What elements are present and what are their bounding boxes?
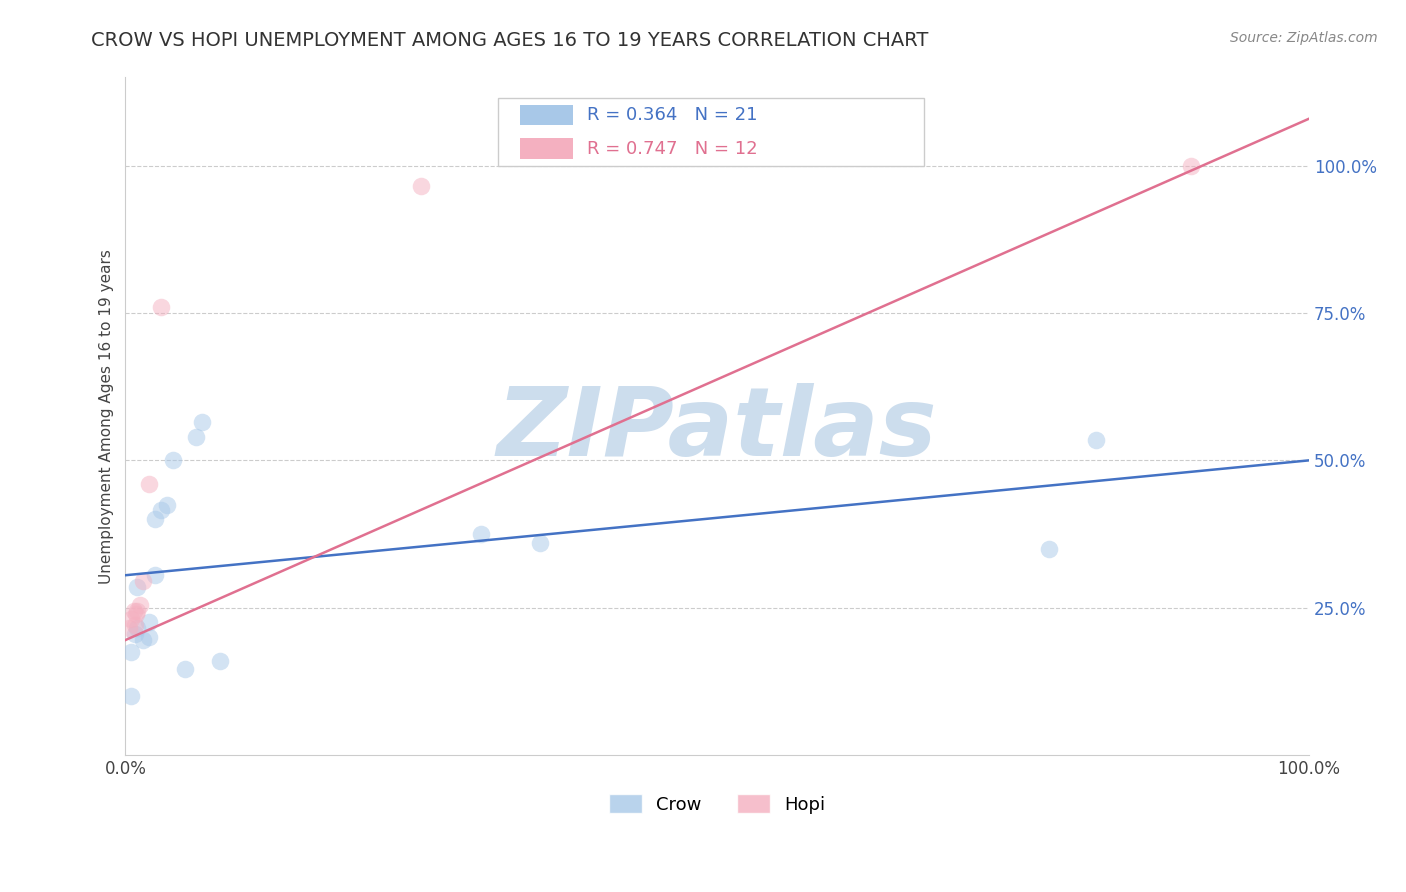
Point	[209, 654, 232, 668]
Point	[132, 574, 155, 588]
Point	[120, 689, 142, 703]
Point	[156, 498, 179, 512]
Text: R = 0.364   N = 21: R = 0.364 N = 21	[588, 105, 758, 124]
Point	[120, 612, 142, 626]
Legend: Crow, Hopi: Crow, Hopi	[609, 794, 825, 814]
Point	[127, 580, 149, 594]
Point	[1180, 159, 1202, 173]
Point	[529, 536, 551, 550]
Point	[149, 300, 172, 314]
Point	[120, 645, 142, 659]
FancyBboxPatch shape	[498, 98, 924, 166]
Point	[143, 568, 166, 582]
Text: ZIPatlas: ZIPatlas	[496, 384, 938, 476]
Point	[138, 615, 160, 630]
Point	[118, 621, 141, 635]
Point	[125, 607, 148, 621]
Point	[470, 527, 492, 541]
Point	[128, 598, 150, 612]
Point	[411, 179, 433, 194]
Point	[173, 663, 195, 677]
Text: Source: ZipAtlas.com: Source: ZipAtlas.com	[1230, 31, 1378, 45]
Point	[138, 477, 160, 491]
Point	[127, 621, 149, 635]
Point	[143, 512, 166, 526]
Text: R = 0.747   N = 12: R = 0.747 N = 12	[588, 139, 758, 158]
Point	[124, 618, 146, 632]
Text: CROW VS HOPI UNEMPLOYMENT AMONG AGES 16 TO 19 YEARS CORRELATION CHART: CROW VS HOPI UNEMPLOYMENT AMONG AGES 16 …	[91, 31, 929, 50]
Point	[127, 604, 149, 618]
Point	[1038, 541, 1060, 556]
Point	[149, 503, 172, 517]
FancyBboxPatch shape	[520, 138, 572, 159]
Point	[191, 415, 214, 429]
Point	[138, 630, 160, 644]
Point	[162, 453, 184, 467]
Y-axis label: Unemployment Among Ages 16 to 19 years: Unemployment Among Ages 16 to 19 years	[100, 249, 114, 583]
Point	[124, 627, 146, 641]
Point	[132, 633, 155, 648]
Point	[1085, 433, 1108, 447]
FancyBboxPatch shape	[520, 104, 572, 125]
Point	[122, 604, 145, 618]
Point	[186, 430, 208, 444]
